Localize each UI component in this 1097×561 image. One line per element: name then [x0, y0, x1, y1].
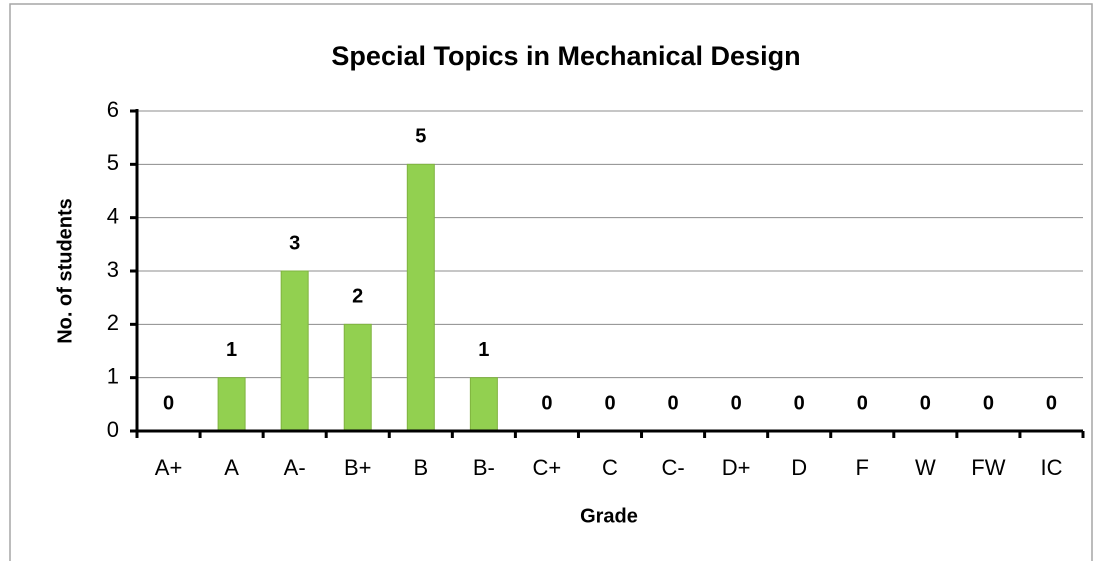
- bar: [280, 270, 309, 432]
- value-label: 0: [983, 392, 994, 414]
- y-tick-label: 0: [107, 417, 119, 442]
- value-label: 0: [794, 392, 805, 414]
- x-tick-label: B-: [473, 455, 495, 480]
- x-tick-label: C+: [533, 455, 562, 480]
- y-tick-label: 1: [107, 363, 119, 388]
- y-tick-label: 2: [107, 310, 119, 335]
- value-label: 0: [857, 392, 868, 414]
- y-tick-label: 4: [107, 203, 119, 228]
- bar: [217, 377, 246, 432]
- chart-border: [9, 3, 1093, 561]
- y-tick-label: 6: [107, 97, 119, 122]
- value-label: 1: [226, 339, 237, 361]
- value-label: 0: [920, 392, 931, 414]
- bar: [406, 163, 435, 432]
- value-label: 0: [668, 392, 679, 414]
- x-tick-label: F: [856, 455, 869, 480]
- x-axis-title: Grade: [580, 505, 638, 527]
- x-tick-label: IC: [1040, 455, 1062, 480]
- x-tick-label: W: [915, 455, 936, 480]
- x-tick-label: C: [602, 455, 618, 480]
- bar: [469, 377, 498, 432]
- value-label: 0: [541, 392, 552, 414]
- y-tick-label: 3: [107, 257, 119, 282]
- x-tick-label: A+: [155, 455, 183, 480]
- x-tick-label: B: [413, 455, 428, 480]
- y-tick-label: 5: [107, 150, 119, 175]
- bar: [343, 323, 372, 432]
- x-tick-label: A: [224, 455, 239, 480]
- value-label: 0: [163, 392, 174, 414]
- x-tick-label: B+: [344, 455, 372, 480]
- value-label: 5: [415, 126, 426, 148]
- value-label: 0: [1046, 392, 1057, 414]
- x-tick-label: C-: [661, 455, 684, 480]
- x-tick-label: FW: [971, 455, 1005, 480]
- x-tick-label: D: [791, 455, 807, 480]
- value-label: 3: [289, 232, 300, 254]
- x-tick-label: D+: [722, 455, 751, 480]
- y-axis-title: No. of students: [54, 198, 76, 344]
- value-label: 2: [352, 286, 363, 308]
- x-tick-label: A-: [284, 455, 306, 480]
- value-label: 0: [731, 392, 742, 414]
- value-label: 1: [478, 339, 489, 361]
- value-label: 0: [604, 392, 615, 414]
- chart-title: Special Topics in Mechanical Design: [331, 41, 800, 71]
